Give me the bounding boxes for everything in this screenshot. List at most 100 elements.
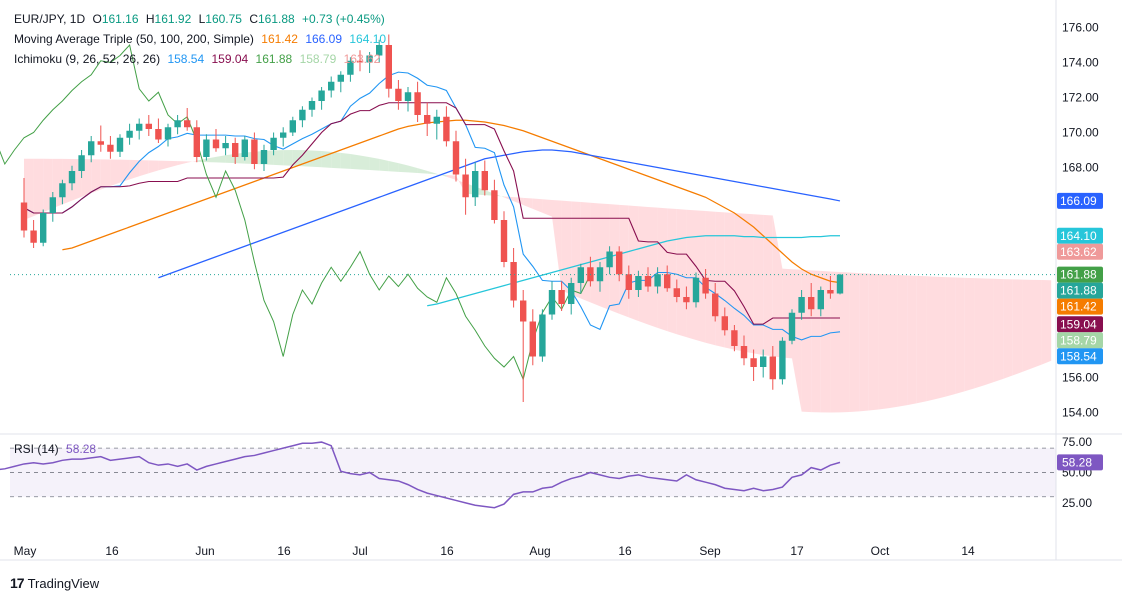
candle-down[interactable] <box>644 276 652 287</box>
candle-up[interactable] <box>78 155 85 171</box>
candle-down[interactable] <box>251 139 258 165</box>
candle-up[interactable] <box>337 74 344 82</box>
candle-down[interactable] <box>500 220 508 262</box>
candle-up[interactable] <box>308 101 316 110</box>
candle-down[interactable] <box>712 293 719 317</box>
candle-up[interactable] <box>68 171 76 184</box>
candle-up[interactable] <box>836 274 844 294</box>
ichimoku-cloud-segment <box>552 199 562 291</box>
candle-down[interactable] <box>721 316 728 331</box>
candle-up[interactable] <box>472 171 479 198</box>
rsi-line[interactable] <box>0 441 841 509</box>
candle-up[interactable] <box>260 150 268 164</box>
candle-up[interactable] <box>88 141 95 156</box>
candle-up[interactable] <box>606 251 613 268</box>
ichimoku-legend[interactable]: Ichimoku (9, 26, 52, 26, 26) 158.54 159.… <box>14 52 384 66</box>
candle-up[interactable] <box>817 290 824 310</box>
candle-down[interactable] <box>414 92 421 115</box>
candle-down[interactable] <box>750 358 757 367</box>
candle-down[interactable] <box>625 274 632 290</box>
candle-up[interactable] <box>164 127 172 140</box>
price-pane[interactable] <box>0 34 1056 413</box>
candle-down[interactable] <box>20 202 28 231</box>
candle-down[interactable] <box>452 141 460 175</box>
candle-down[interactable] <box>769 356 776 380</box>
candle-down[interactable] <box>616 251 623 275</box>
candle-down[interactable] <box>827 290 834 294</box>
candle-up[interactable] <box>539 314 546 357</box>
candle-up[interactable] <box>654 274 661 287</box>
candle-down[interactable] <box>462 174 469 198</box>
candle-up[interactable] <box>40 213 47 243</box>
candle-down[interactable] <box>184 120 191 128</box>
candle-up[interactable] <box>222 143 229 149</box>
candle-up[interactable] <box>270 137 277 150</box>
candle-up[interactable] <box>347 60 354 75</box>
candle-down[interactable] <box>145 123 152 129</box>
candle-up[interactable] <box>788 312 796 341</box>
candle-up[interactable] <box>289 120 296 133</box>
candle-down[interactable] <box>193 127 200 157</box>
candle-down[interactable] <box>702 277 709 294</box>
candle-up[interactable] <box>404 92 412 101</box>
candle-down[interactable] <box>155 129 162 140</box>
candle-up[interactable] <box>366 55 373 63</box>
ma-legend[interactable]: Moving Average Triple (50, 100, 200, Sim… <box>14 32 390 46</box>
candle-down[interactable] <box>481 171 488 191</box>
candle-down[interactable] <box>30 230 37 243</box>
candle-down[interactable] <box>385 45 392 89</box>
candle-down[interactable] <box>808 297 815 310</box>
tradingview-brand[interactable]: 17 TradingView <box>10 575 99 591</box>
candle-up[interactable] <box>126 130 133 138</box>
candle-up[interactable] <box>174 120 181 128</box>
rsi-pane[interactable] <box>0 441 1056 509</box>
candle-up[interactable] <box>203 139 210 158</box>
candle-up[interactable] <box>760 356 767 368</box>
ichimoku-cloud-segment <box>849 272 860 412</box>
candle-down[interactable] <box>212 139 220 149</box>
price-axis-badge <box>1057 348 1103 365</box>
candle-down[interactable] <box>520 300 527 322</box>
candle-down[interactable] <box>443 116 450 142</box>
candle-down[interactable] <box>232 143 239 157</box>
candle-down[interactable] <box>529 321 536 357</box>
candle-up[interactable] <box>328 81 335 91</box>
candle-up[interactable] <box>548 290 556 315</box>
ichimoku-cloud-segment <box>724 212 735 350</box>
candle-down[interactable] <box>510 262 517 301</box>
candle-down[interactable] <box>424 115 431 124</box>
ichimoku-cloud-segment <box>1022 279 1032 372</box>
candle-up[interactable] <box>280 132 287 138</box>
candle-down[interactable] <box>491 190 498 220</box>
candle-down[interactable] <box>673 288 680 297</box>
candle-up[interactable] <box>59 183 66 198</box>
candle-up[interactable] <box>577 267 584 283</box>
candle-down[interactable] <box>740 346 748 359</box>
candle-up[interactable] <box>596 267 604 282</box>
candle-up[interactable] <box>318 90 325 102</box>
candle-down[interactable] <box>356 60 364 63</box>
candle-up[interactable] <box>136 123 143 131</box>
candle-down[interactable] <box>664 274 671 289</box>
candle-up[interactable] <box>798 297 805 313</box>
rsi-legend[interactable]: RSI (14) 58.28 <box>14 442 100 456</box>
candle-up[interactable] <box>635 276 642 290</box>
candle-down[interactable] <box>558 290 565 304</box>
candle-up[interactable] <box>376 45 383 56</box>
candle-down[interactable] <box>395 88 402 101</box>
candle-up[interactable] <box>568 283 575 304</box>
candle-down[interactable] <box>107 144 114 152</box>
ichimoku-cloud-segment <box>379 158 389 172</box>
candle-down[interactable] <box>731 330 738 346</box>
candle-down[interactable] <box>97 141 104 145</box>
price-axis-badge <box>1057 227 1103 244</box>
candle-down[interactable] <box>683 297 690 303</box>
candle-up[interactable] <box>779 340 786 380</box>
candle-up[interactable] <box>692 277 700 303</box>
candle-up[interactable] <box>49 197 56 213</box>
candle-up[interactable] <box>299 109 306 121</box>
candle-up[interactable] <box>433 116 440 124</box>
candle-up[interactable] <box>116 137 124 152</box>
candle-up[interactable] <box>241 139 248 158</box>
